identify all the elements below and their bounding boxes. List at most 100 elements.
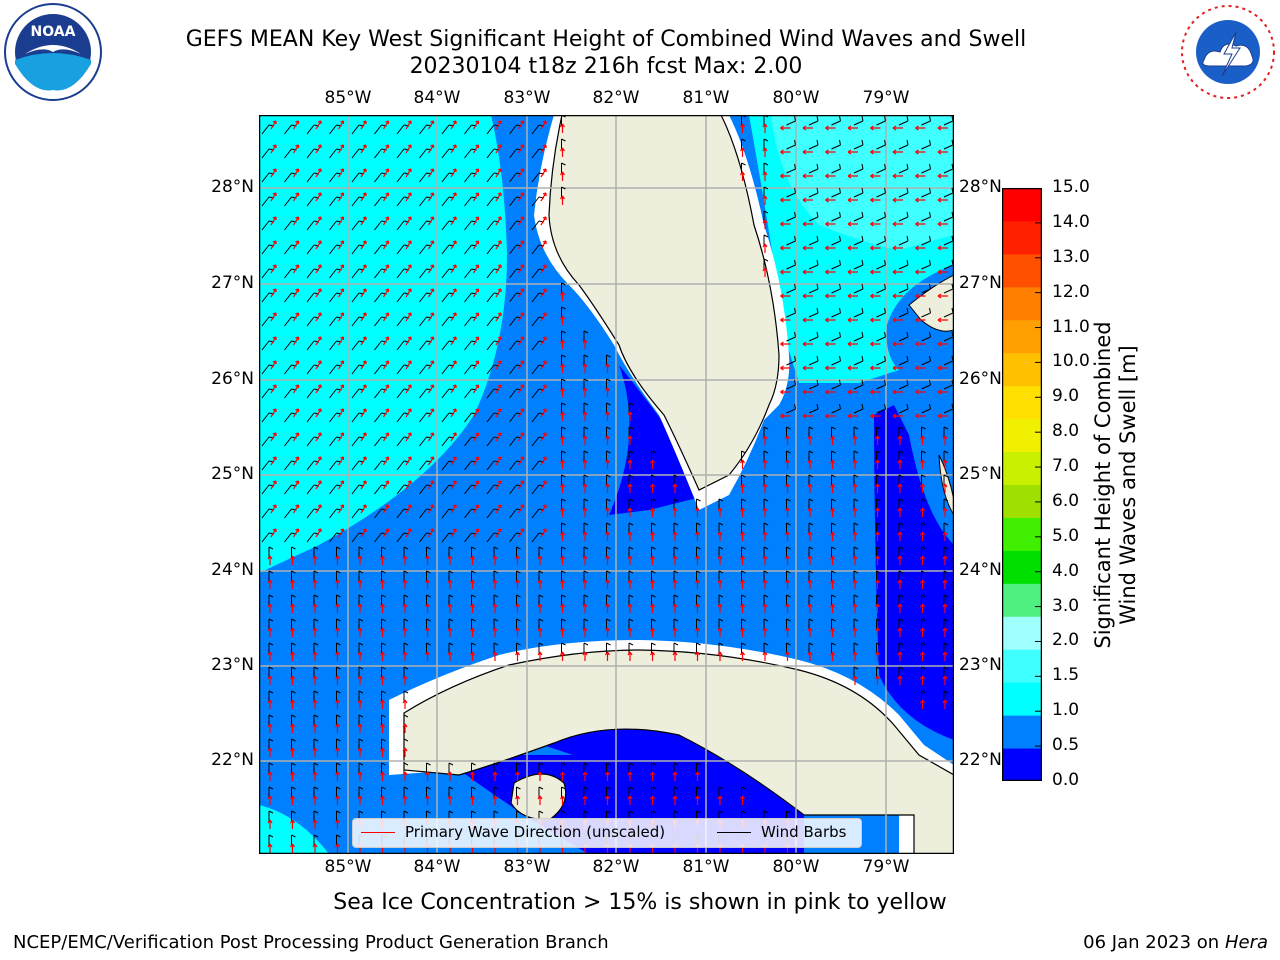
wind-barb [561,330,566,341]
wind-barb [876,618,881,629]
wave-direction-arrow [270,192,277,202]
colorbar-segment [1002,286,1042,321]
wind-barb [561,546,566,557]
wave-direction-arrow [405,480,412,490]
wave-direction-arrow [382,408,390,418]
wind-barb [403,690,409,701]
wind-barb [696,618,701,629]
wave-direction-arrow [290,675,295,685]
wind-barb [763,546,769,557]
wind-barb [471,786,476,797]
wave-direction-arrow [472,120,480,130]
wave-direction-arrow [762,267,768,277]
wind-barb [876,666,881,677]
wind-barb [448,786,454,797]
wave-direction-arrow [267,723,273,733]
colorbar-tick-label: 8.0 [1052,421,1080,442]
wind-barb [763,210,769,221]
noaa-logo: NOAA [4,3,102,101]
colorbar-tick-label: 15.0 [1052,177,1090,197]
wave-direction-arrow [312,723,318,733]
wave-direction-arrow [870,269,881,275]
wind-barb [921,690,926,701]
wind-barb [921,283,931,294]
wave-direction-arrow [807,651,813,661]
wave-direction-arrow [762,603,768,613]
wave-direction-arrow [450,360,457,370]
wind-barb [763,498,769,509]
wave-direction-arrow [847,221,858,227]
wave-direction-arrow [425,795,430,805]
wave-direction-arrow [495,264,502,274]
wind-barb [583,498,589,509]
wave-direction-arrow [290,771,295,781]
wind-barb [606,426,611,437]
wave-direction-arrow [290,651,295,661]
wind-barb [741,474,746,485]
wind-barb [403,786,409,797]
wave-direction-arrow [447,627,453,637]
wave-direction-arrow [405,144,412,154]
wave-direction-arrow [382,168,390,178]
wave-direction-arrow [315,120,322,130]
wind-barb [673,498,679,509]
wave-direction-arrow [292,336,300,346]
wave-direction-arrow [267,627,273,637]
wave-direction-arrow [740,147,745,157]
wave-direction-arrow [762,171,768,181]
wind-barb [628,642,634,653]
wave-direction-arrow [627,435,633,445]
wind-barb [898,115,909,126]
wind-barb [291,810,296,821]
wave-direction-arrow [427,168,435,178]
wind-barb [876,379,886,390]
wave-direction-arrow [870,245,881,251]
wave-direction-arrow [427,312,435,322]
wave-direction-arrow [847,413,858,419]
wind-barb [336,594,341,605]
wave-direction-arrow [495,288,502,298]
wave-direction-arrow [762,243,768,253]
wave-direction-arrow [267,675,273,685]
wave-direction-arrow [870,149,881,155]
lon-label-top: 81°W [682,88,730,108]
wind-barb [516,762,521,773]
wave-direction-arrow [875,579,880,589]
wave-direction-arrow [292,168,300,178]
wave-direction-arrow [560,171,565,181]
chart-title: GEFS MEAN Key West Significant Height of… [185,27,1027,52]
wind-barb [943,426,949,437]
wave-direction-arrow [780,149,791,155]
wind-barb [831,283,841,294]
wave-direction-arrow [360,264,367,274]
wave-direction-arrow [540,264,547,274]
wave-direction-arrow [270,216,277,226]
land-bahamas-north [908,274,954,332]
wave-direction-arrow [270,120,277,130]
wind-barb [313,738,319,749]
wind-barb [313,810,319,821]
wave-direction-arrow [870,221,881,227]
wind-barb [853,594,859,605]
wind-barb [561,426,566,437]
wind-barb [898,283,909,294]
wind-barb [763,162,769,173]
wind-barb [381,666,386,677]
wind-barb [583,402,589,413]
wind-barb [876,426,881,437]
wind-barb [403,618,409,629]
wave-direction-arrow [897,627,903,637]
wave-direction-arrow [405,528,412,538]
wave-direction-arrow [335,579,340,589]
wave-direction-arrow [785,483,790,493]
wind-barb [291,738,296,749]
wave-direction-arrow [762,627,768,637]
colorbar-tick-label: 1.0 [1052,700,1080,721]
colorbar-segment [1002,253,1042,288]
wave-direction-arrow [560,627,565,637]
wave-direction-arrow [852,435,858,445]
wind-barb [696,642,701,653]
wind-barb [898,666,904,677]
wave-direction-arrow [427,120,435,130]
wave-direction-arrow [335,555,340,565]
